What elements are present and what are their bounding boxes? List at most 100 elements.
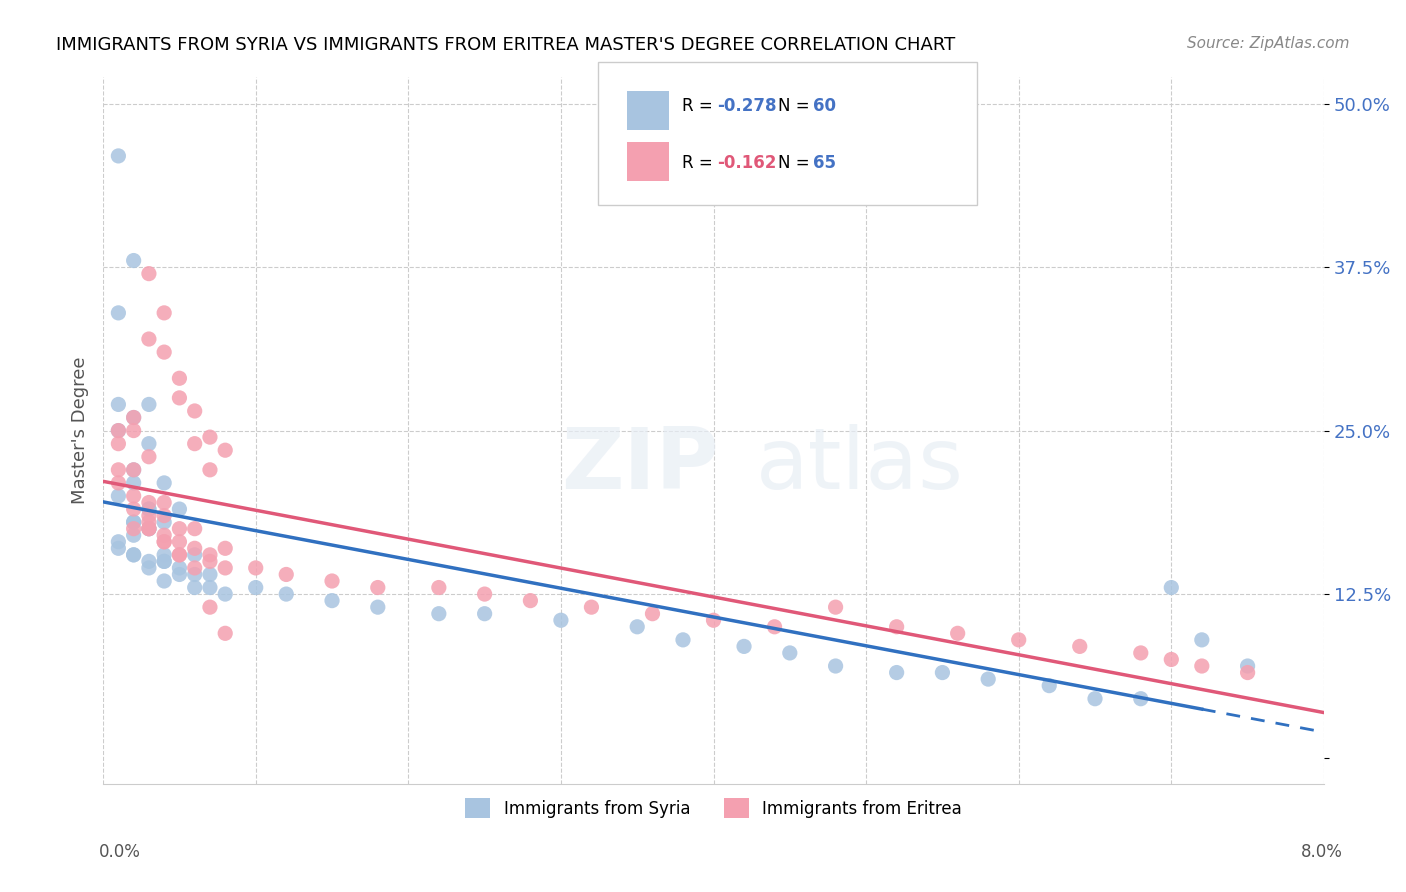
Text: atlas: atlas bbox=[756, 425, 965, 508]
Point bbox=[107, 424, 129, 438]
Point bbox=[122, 424, 145, 438]
Point bbox=[1084, 691, 1107, 706]
Point bbox=[169, 548, 191, 562]
Point bbox=[138, 561, 160, 575]
Point bbox=[153, 508, 176, 523]
Point bbox=[977, 672, 1000, 686]
Point bbox=[107, 149, 129, 163]
Point bbox=[626, 620, 648, 634]
Point bbox=[138, 522, 160, 536]
Point bbox=[122, 548, 145, 562]
Text: N =: N = bbox=[778, 96, 814, 114]
Point bbox=[1129, 691, 1152, 706]
Text: ZIP: ZIP bbox=[561, 425, 718, 508]
Point bbox=[1008, 632, 1031, 647]
Text: 8.0%: 8.0% bbox=[1301, 843, 1343, 861]
Point bbox=[276, 567, 298, 582]
Point bbox=[122, 489, 145, 503]
Point bbox=[214, 541, 236, 556]
Point bbox=[198, 430, 221, 444]
Point bbox=[474, 607, 496, 621]
Point bbox=[183, 522, 205, 536]
Point bbox=[779, 646, 801, 660]
Text: -0.278: -0.278 bbox=[717, 96, 776, 114]
Text: R =: R = bbox=[682, 153, 718, 171]
Point bbox=[1160, 652, 1182, 666]
Point bbox=[138, 502, 160, 516]
Point bbox=[138, 515, 160, 529]
Point bbox=[321, 593, 343, 607]
Point bbox=[946, 626, 969, 640]
Y-axis label: Master's Degree: Master's Degree bbox=[72, 357, 89, 504]
Point bbox=[153, 548, 176, 562]
Point bbox=[1191, 659, 1213, 673]
Point bbox=[138, 554, 160, 568]
Point bbox=[931, 665, 953, 680]
Point bbox=[214, 561, 236, 575]
Point bbox=[122, 410, 145, 425]
Point bbox=[153, 554, 176, 568]
Point bbox=[138, 332, 160, 346]
Point bbox=[122, 515, 145, 529]
Point bbox=[107, 534, 129, 549]
Point bbox=[138, 397, 160, 411]
Point bbox=[214, 626, 236, 640]
Point bbox=[183, 548, 205, 562]
Point bbox=[702, 613, 724, 627]
Point bbox=[245, 561, 267, 575]
Point bbox=[198, 581, 221, 595]
Point bbox=[153, 515, 176, 529]
Point bbox=[824, 600, 846, 615]
Point bbox=[183, 541, 205, 556]
Point bbox=[427, 581, 450, 595]
Point bbox=[138, 495, 160, 509]
Point bbox=[763, 620, 786, 634]
Point bbox=[153, 528, 176, 542]
Text: 65: 65 bbox=[813, 153, 835, 171]
Point bbox=[198, 600, 221, 615]
Text: 60: 60 bbox=[813, 96, 835, 114]
Point bbox=[122, 522, 145, 536]
Point bbox=[198, 463, 221, 477]
Point bbox=[550, 613, 572, 627]
Point bbox=[107, 489, 129, 503]
Point bbox=[169, 534, 191, 549]
Point bbox=[122, 410, 145, 425]
Point bbox=[198, 554, 221, 568]
Text: R =: R = bbox=[682, 96, 718, 114]
Legend: Immigrants from Syria, Immigrants from Eritrea: Immigrants from Syria, Immigrants from E… bbox=[458, 791, 969, 825]
Point bbox=[641, 607, 664, 621]
Text: N =: N = bbox=[778, 153, 814, 171]
Point bbox=[153, 534, 176, 549]
Point bbox=[107, 475, 129, 490]
Point bbox=[138, 522, 160, 536]
Point bbox=[122, 502, 145, 516]
Point bbox=[886, 665, 908, 680]
Point bbox=[138, 522, 160, 536]
Point bbox=[367, 581, 389, 595]
Point bbox=[183, 567, 205, 582]
Point bbox=[138, 502, 160, 516]
Point bbox=[1191, 632, 1213, 647]
Point bbox=[138, 267, 160, 281]
Point bbox=[138, 522, 160, 536]
Point bbox=[581, 600, 603, 615]
Point bbox=[474, 587, 496, 601]
Point bbox=[107, 541, 129, 556]
Text: 0.0%: 0.0% bbox=[98, 843, 141, 861]
Point bbox=[153, 345, 176, 359]
Point bbox=[245, 581, 267, 595]
Point bbox=[519, 593, 541, 607]
Point bbox=[153, 495, 176, 509]
Point bbox=[169, 561, 191, 575]
Point bbox=[107, 397, 129, 411]
Point bbox=[107, 424, 129, 438]
Text: Source: ZipAtlas.com: Source: ZipAtlas.com bbox=[1187, 36, 1350, 51]
Point bbox=[169, 391, 191, 405]
Point bbox=[138, 508, 160, 523]
Point bbox=[183, 561, 205, 575]
Point bbox=[122, 463, 145, 477]
Point bbox=[169, 567, 191, 582]
Point bbox=[122, 528, 145, 542]
Point bbox=[169, 371, 191, 385]
